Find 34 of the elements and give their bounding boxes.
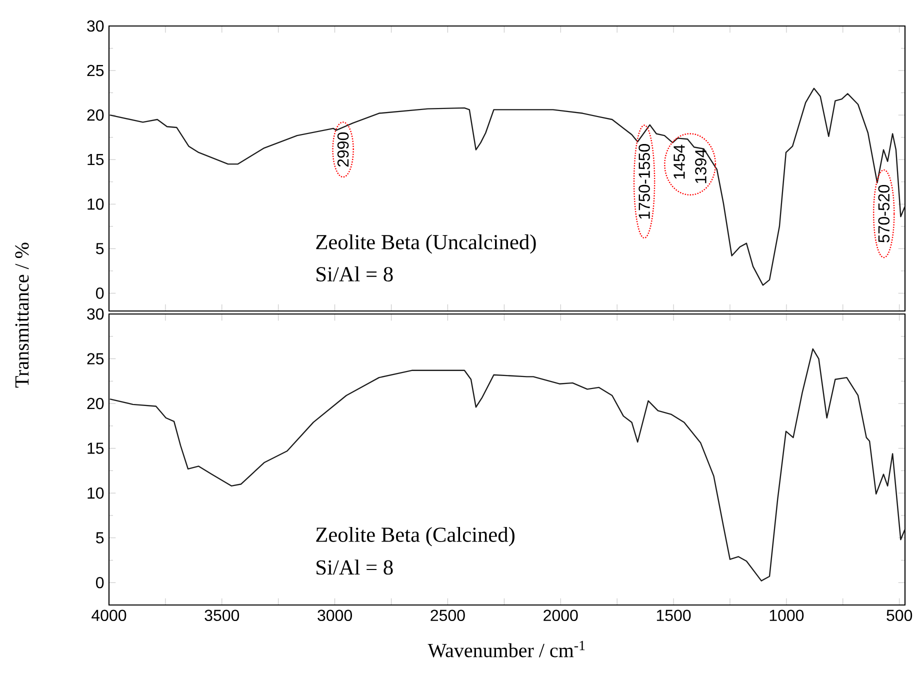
x-tick-label: 2000: [544, 610, 578, 622]
x-tick-label: 1000: [770, 610, 804, 622]
annotation: Zeolite Beta (Uncalcined): [316, 234, 536, 254]
y-tick-label: 30: [87, 20, 104, 32]
y-tick-label: 5: [96, 243, 104, 254]
annotation: 1394: [695, 149, 706, 184]
x-tick-label: 4000: [92, 610, 126, 622]
y-tick-label: 0: [96, 576, 104, 588]
y-tick-label: 20: [87, 109, 104, 121]
annotation: Si/Al = 8: [316, 560, 393, 575]
y-tick-label: 10: [88, 487, 104, 499]
y-tick-label: 25: [87, 64, 104, 76]
y-tick-label: 15: [88, 154, 104, 166]
annotation: 2990: [337, 132, 349, 167]
x-tick-label: 3500: [204, 610, 240, 622]
x-tick-label: 2500: [430, 610, 465, 622]
x-tick-label: 500: [886, 610, 912, 622]
x-tick-label: 1500: [656, 610, 691, 622]
y-tick-label: 5: [96, 532, 104, 544]
line-series: [109, 348, 906, 582]
y-axis-title: Transmittance / %: [15, 242, 29, 388]
y-tick-label: 25: [87, 353, 104, 364]
y-tick-label: 10: [88, 198, 104, 210]
x-axis-title: Wavenumber / cm$^{-1}$: [428, 640, 585, 658]
annotation: Zeolite Beta (Calcined): [316, 526, 514, 546]
y-tick-label: 15: [88, 442, 104, 454]
y-tick-label: 0: [96, 288, 104, 299]
annotation: 1750-1550: [638, 144, 650, 219]
y-tick-label: 20: [87, 398, 104, 410]
annotation: Si/Al = 8: [316, 266, 393, 282]
x-tick-label: 3000: [318, 610, 352, 622]
y-tick-label: 30: [87, 308, 104, 320]
annotation: 570-520: [878, 184, 890, 242]
annotation: 1454: [674, 144, 685, 179]
